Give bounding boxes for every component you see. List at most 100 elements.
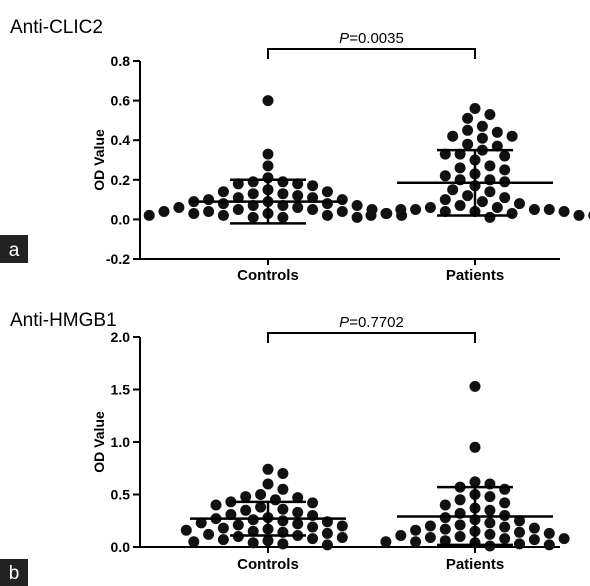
data-point bbox=[217, 209, 229, 221]
data-point bbox=[395, 530, 407, 541]
data-point bbox=[217, 198, 229, 210]
data-point bbox=[476, 196, 488, 208]
data-point bbox=[528, 204, 540, 215]
p-value: =0.0035 bbox=[349, 30, 404, 47]
data-point bbox=[528, 534, 540, 546]
data-point bbox=[454, 519, 466, 531]
data-point bbox=[365, 209, 377, 221]
data-point bbox=[484, 109, 496, 120]
data-point bbox=[321, 539, 333, 551]
data-point bbox=[499, 521, 511, 533]
y-tick-label: 1.0 bbox=[111, 434, 131, 450]
data-point bbox=[491, 202, 503, 213]
data-point bbox=[462, 138, 474, 150]
data-point bbox=[307, 204, 319, 215]
data-point bbox=[447, 130, 459, 142]
data-point bbox=[262, 160, 274, 172]
data-point bbox=[484, 504, 496, 516]
data-point bbox=[336, 194, 348, 206]
data-point bbox=[506, 208, 518, 219]
data-point bbox=[307, 521, 319, 533]
data-point bbox=[158, 206, 170, 217]
y-tick-label: 0.0 bbox=[111, 539, 131, 555]
data-point bbox=[469, 476, 481, 488]
y-tick-label: 1.5 bbox=[111, 382, 131, 398]
data-point bbox=[292, 190, 304, 202]
data-point bbox=[351, 211, 363, 223]
data-point bbox=[514, 526, 525, 538]
y-tick-label: 0.0 bbox=[111, 211, 131, 227]
data-point bbox=[262, 463, 274, 475]
y-axis-title: OD Value bbox=[91, 411, 107, 473]
data-point bbox=[424, 202, 436, 213]
data-point bbox=[195, 517, 207, 529]
data-point bbox=[439, 535, 451, 547]
data-point bbox=[307, 533, 319, 545]
data-point bbox=[203, 528, 215, 540]
data-point bbox=[528, 522, 540, 534]
data-point bbox=[292, 202, 304, 213]
data-point bbox=[203, 194, 215, 206]
panel-title: Anti-CLIC2 bbox=[10, 17, 103, 38]
data-point bbox=[543, 539, 555, 551]
p-value-label: P=0.7702 bbox=[339, 314, 404, 331]
data-point bbox=[173, 202, 185, 213]
data-point bbox=[462, 190, 474, 202]
data-point bbox=[262, 148, 274, 160]
data-point bbox=[262, 478, 274, 490]
data-point bbox=[240, 491, 252, 503]
data-point bbox=[410, 524, 422, 536]
data-point bbox=[558, 206, 570, 217]
data-point bbox=[255, 489, 267, 500]
data-point bbox=[380, 208, 392, 219]
y-tick-label: 0.6 bbox=[111, 93, 131, 109]
data-point bbox=[469, 103, 481, 114]
x-category-label: Patients bbox=[446, 267, 504, 284]
data-point bbox=[454, 531, 466, 542]
data-point bbox=[454, 162, 466, 174]
data-point bbox=[469, 380, 481, 392]
data-point bbox=[277, 176, 289, 188]
y-axis-title: OD Value bbox=[91, 129, 107, 191]
data-point bbox=[499, 164, 511, 176]
panel-badge bbox=[0, 559, 28, 586]
data-point bbox=[543, 204, 555, 215]
y-tick-label: 2.0 bbox=[111, 329, 131, 345]
data-point bbox=[292, 506, 304, 518]
data-point bbox=[499, 192, 511, 204]
data-point bbox=[543, 527, 555, 539]
panel-title: Anti-HMGB1 bbox=[10, 310, 117, 331]
data-point bbox=[573, 209, 585, 221]
data-point bbox=[395, 204, 407, 215]
data-point bbox=[307, 180, 319, 192]
data-point bbox=[499, 483, 511, 495]
y-tick-label: 0.2 bbox=[111, 172, 131, 188]
data-point bbox=[321, 209, 333, 221]
data-point bbox=[484, 528, 496, 540]
data-point bbox=[188, 208, 200, 219]
data-point bbox=[277, 503, 289, 515]
data-point bbox=[558, 533, 570, 545]
data-point bbox=[351, 200, 363, 211]
data-point bbox=[232, 519, 244, 531]
significance-bracket bbox=[267, 332, 476, 343]
panel-badge bbox=[0, 235, 28, 263]
data-point bbox=[499, 497, 511, 509]
data-point bbox=[277, 483, 289, 495]
data-point bbox=[514, 515, 525, 527]
x-category-label: Controls bbox=[237, 267, 299, 284]
data-point bbox=[255, 501, 267, 513]
data-point bbox=[484, 186, 496, 198]
p-value: =0.7702 bbox=[349, 314, 404, 331]
data-point bbox=[217, 186, 229, 198]
data-point bbox=[217, 522, 229, 534]
data-point bbox=[277, 468, 289, 479]
data-point bbox=[476, 132, 488, 144]
data-point bbox=[225, 509, 237, 520]
data-point bbox=[484, 491, 496, 503]
data-point bbox=[484, 160, 496, 172]
data-point bbox=[499, 533, 511, 545]
data-point bbox=[439, 523, 451, 535]
